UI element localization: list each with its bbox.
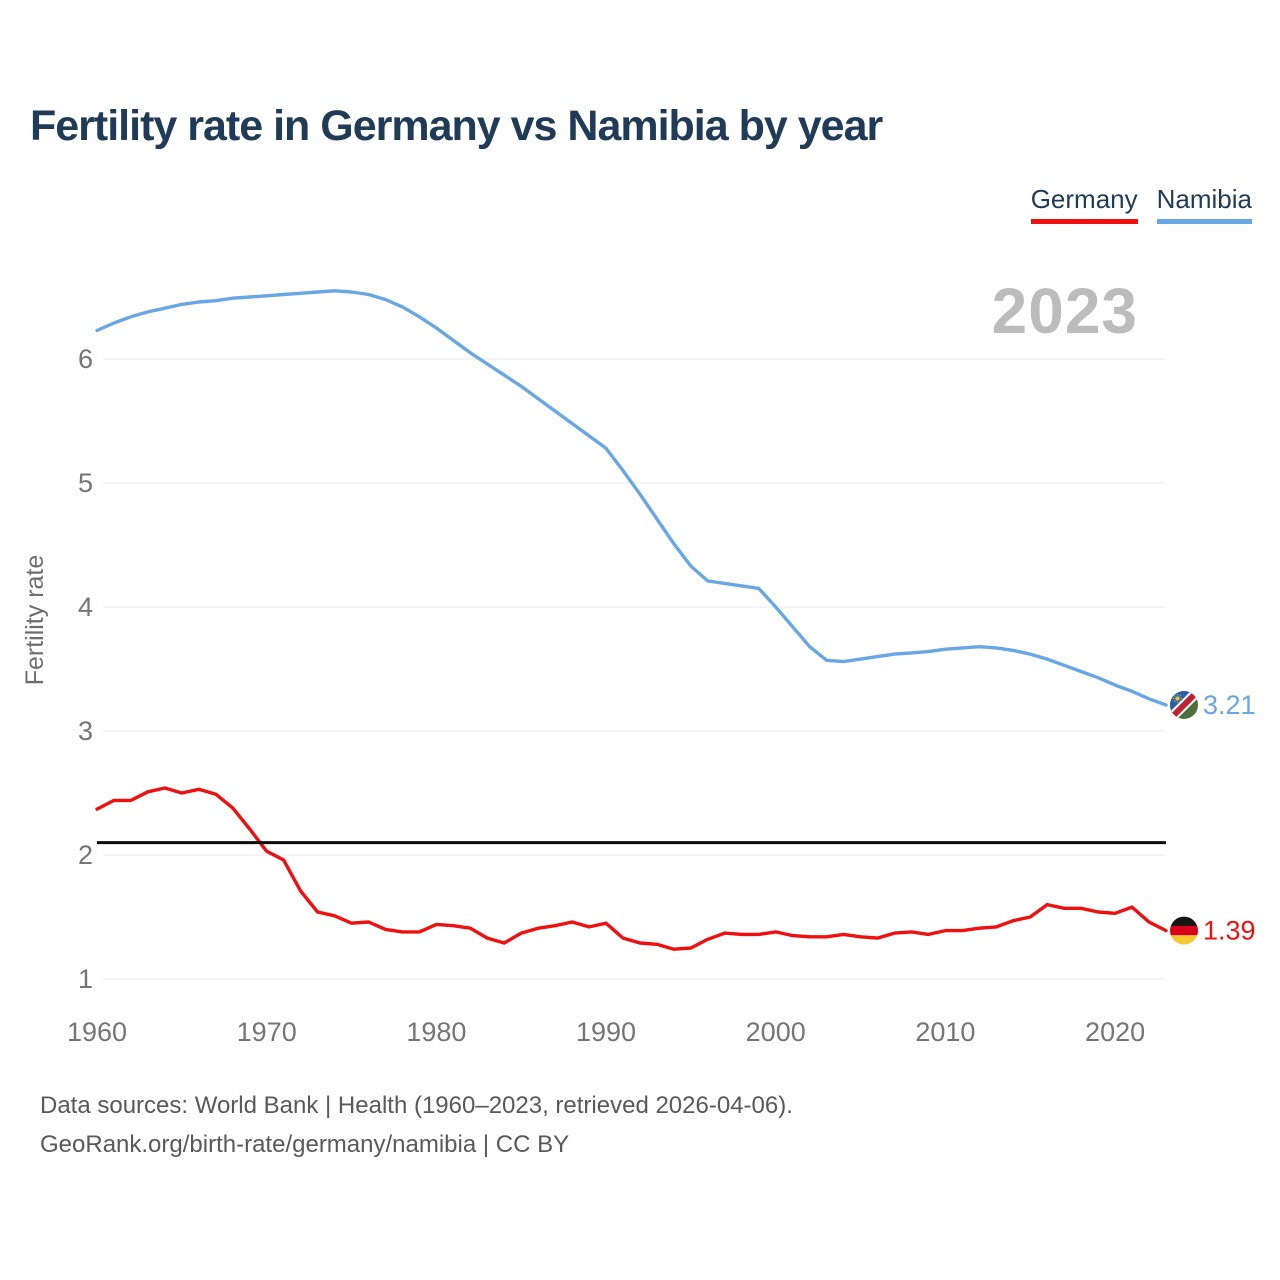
namibia-flag-icon — [1170, 691, 1198, 719]
x-tick-label: 1970 — [237, 1017, 297, 1047]
page-title: Fertility rate in Germany vs Namibia by … — [30, 102, 883, 150]
x-tick-label: 2020 — [1085, 1017, 1145, 1047]
legend-item-germany[interactable]: Germany — [1030, 184, 1138, 224]
namibia-end-value: 3.21 — [1203, 690, 1256, 720]
source-note: Data sources: World Bank | Health (1960–… — [40, 1086, 793, 1164]
legend: Germany Namibia — [1030, 184, 1252, 224]
x-tick-label: 1960 — [67, 1017, 127, 1047]
y-axis-title: Fertility rate — [21, 555, 49, 686]
series-lines — [95, 289, 1168, 951]
year-watermark: 2023 — [991, 275, 1138, 347]
legend-item-namibia[interactable]: Namibia — [1156, 184, 1252, 224]
series-line-namibia[interactable] — [95, 289, 1168, 707]
x-tick-label: 1980 — [406, 1017, 466, 1047]
y-tick-label: 6 — [78, 344, 93, 374]
y-tick-label: 4 — [78, 592, 93, 622]
series-line-germany[interactable] — [95, 786, 1168, 951]
x-tick-label: 1990 — [576, 1017, 636, 1047]
germany-flag-icon — [1170, 916, 1198, 945]
y-tick-label: 3 — [78, 716, 93, 746]
y-tick-label: 2 — [78, 840, 93, 870]
y-tick-label: 1 — [78, 964, 93, 994]
y-axis: 1 2 3 4 5 6 — [78, 344, 93, 994]
y-tick-label: 5 — [78, 468, 93, 498]
x-axis: 1960 1970 1980 1990 2000 2010 2020 — [67, 1017, 1145, 1047]
x-tick-label: 2010 — [915, 1017, 975, 1047]
x-tick-label: 2000 — [746, 1017, 806, 1047]
source-line-2: GeoRank.org/birth-rate/germany/namibia |… — [40, 1131, 570, 1158]
germany-end-value: 1.39 — [1203, 916, 1256, 946]
source-line-1: Data sources: World Bank | Health (1960–… — [40, 1092, 793, 1119]
gridlines — [103, 358, 1166, 980]
